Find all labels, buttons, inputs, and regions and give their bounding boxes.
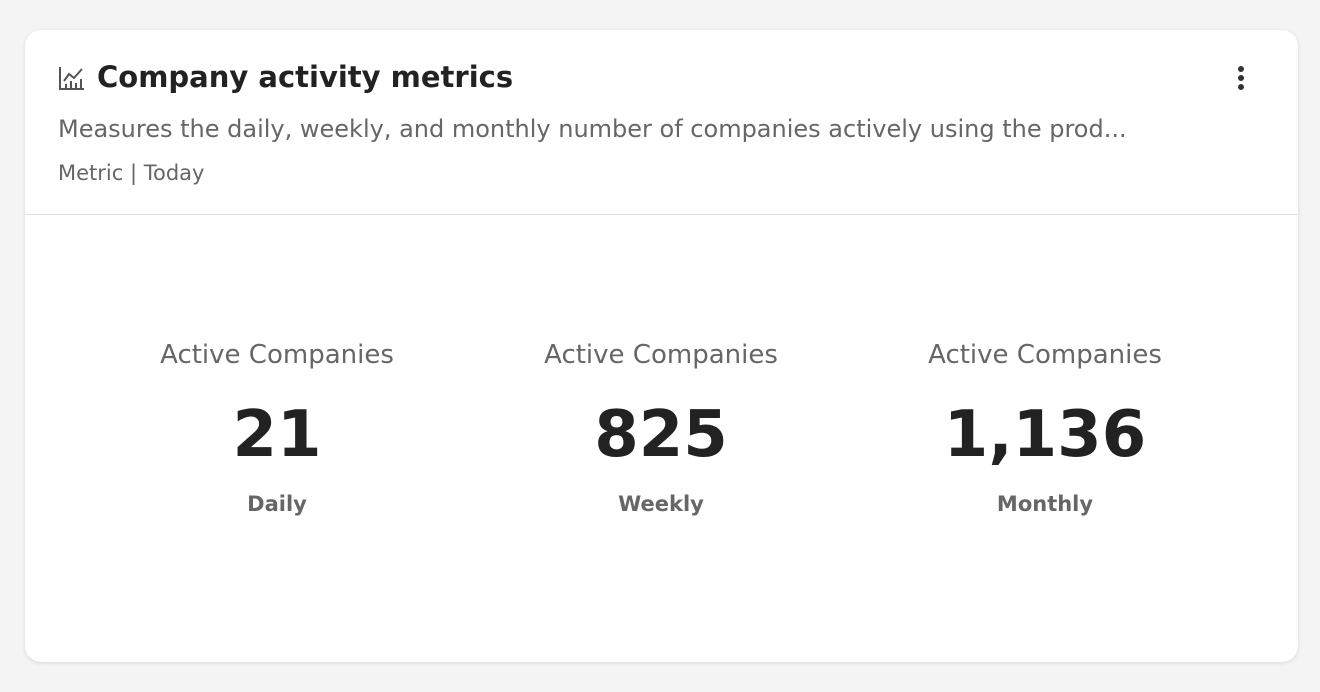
metric: Active Companies 21 Daily bbox=[85, 340, 469, 516]
menu-button[interactable] bbox=[1231, 64, 1251, 92]
metric: Active Companies 1,136 Monthly bbox=[853, 340, 1237, 516]
metric-label: Active Companies bbox=[160, 340, 394, 370]
metric-label: Active Companies bbox=[544, 340, 778, 370]
metric-label: Active Companies bbox=[928, 340, 1162, 370]
metric-card: Company activity metrics Measures the da… bbox=[25, 30, 1298, 662]
chart-icon bbox=[59, 67, 84, 90]
card-meta: Metric | Today bbox=[58, 161, 205, 185]
metric-value: 825 bbox=[594, 398, 728, 472]
metric-period: Monthly bbox=[996, 492, 1094, 516]
metric-value: 21 bbox=[232, 398, 322, 472]
card-description: Measures the daily, weekly, and monthly … bbox=[58, 115, 1127, 143]
metric-period: Daily bbox=[247, 492, 307, 516]
metric: Active Companies 825 Weekly bbox=[469, 340, 853, 516]
card-title: Company activity metrics bbox=[97, 60, 514, 94]
divider bbox=[25, 214, 1298, 215]
metric-value: 1,136 bbox=[943, 398, 1147, 472]
metric-period: Weekly bbox=[618, 492, 704, 516]
